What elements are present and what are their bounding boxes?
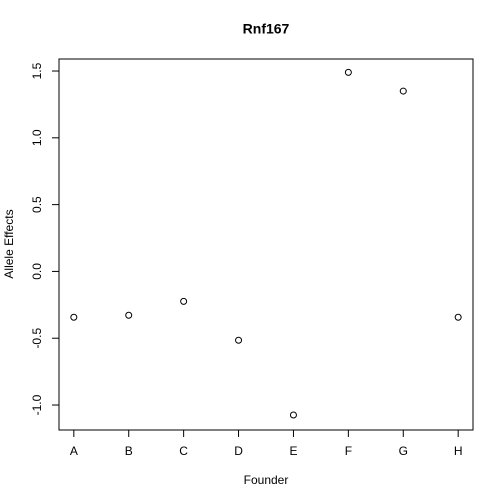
point <box>180 297 188 305</box>
x-axis-label: Founder <box>244 473 289 487</box>
y-tick-label: 0.5 <box>30 196 44 213</box>
point <box>399 87 407 95</box>
point <box>235 336 243 344</box>
x-tick-label: E <box>289 444 297 458</box>
y-tick-label: 1.0 <box>30 129 44 146</box>
y-tick-label: -0.5 <box>30 328 44 349</box>
x-tick-label: F <box>345 444 352 458</box>
y-tick-label: 0.0 <box>30 263 44 280</box>
point <box>289 411 297 419</box>
point <box>125 311 133 319</box>
point <box>454 313 462 321</box>
chart-title: Rnf167 <box>243 21 290 37</box>
x-tick-label: D <box>234 444 243 458</box>
x-tick-label: B <box>125 444 133 458</box>
y-axis-label: Allele Effects <box>2 209 16 278</box>
x-tick-label: G <box>399 444 408 458</box>
point <box>344 68 352 76</box>
point <box>70 313 78 321</box>
y-tick-label: 1.5 <box>30 62 44 79</box>
x-tick-label: H <box>454 444 463 458</box>
x-tick-label: A <box>70 444 78 458</box>
plot-box <box>58 58 474 431</box>
y-tick-label: -1.0 <box>30 394 44 415</box>
x-tick-label: C <box>179 444 188 458</box>
